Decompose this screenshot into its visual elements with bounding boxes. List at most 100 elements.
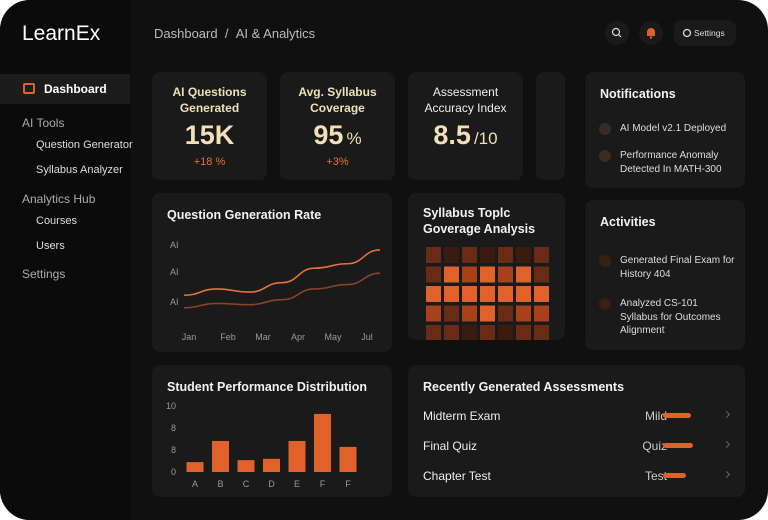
heatmap-cell — [534, 325, 549, 340]
x-axis-label: A — [192, 479, 198, 489]
notifications-icon — [599, 123, 611, 135]
heatmap-cell — [480, 325, 495, 340]
bar — [339, 446, 357, 472]
notifications-item: AI Model v2.1 Deployed — [620, 123, 727, 134]
assessment-row[interactable]: Chapter Test Test — [408, 469, 745, 489]
assessment-tag: Quiz — [642, 439, 667, 453]
heatmap-cell — [462, 247, 477, 263]
active-item[interactable]: Dashboard — [0, 74, 130, 104]
nav-item[interactable]: Settings — [22, 267, 66, 281]
heatmap-cell — [516, 325, 531, 340]
card-title: Student Performance Distribution — [167, 380, 368, 394]
kpi-card-partial — [536, 72, 565, 180]
crumb-separator: / — [224, 26, 229, 41]
activities-item: Analyzed CS-101 Syllabus for Outcomes Al… — [620, 298, 721, 336]
x-axis-label: E — [294, 479, 300, 489]
heatmap-cell — [534, 286, 549, 302]
crumb[interactable]: Dashboard — [154, 26, 218, 41]
heatmap-cell — [498, 247, 513, 263]
y-axis-label: 8 — [171, 445, 176, 455]
crumb[interactable]: AI & Analytics — [235, 26, 316, 41]
kpi-number: 95 — [313, 120, 344, 150]
kpi-number: 8.5 — [433, 120, 471, 150]
x-axis-label: May — [324, 332, 342, 342]
settings-label: Settings — [694, 28, 725, 38]
y-axis-label: AI — [170, 267, 179, 277]
logo: LearnEx — [22, 22, 101, 45]
assessment-row[interactable]: Final Quiz Quiz — [408, 439, 745, 459]
kpi-title: Assessment Accuracy Index — [424, 85, 507, 115]
kpi-card: AI Questions Generated 15K +18 % — [152, 72, 267, 180]
x-axis-label: Apr — [291, 332, 305, 342]
card-title: Notifications — [600, 87, 676, 101]
chevron — [722, 470, 731, 479]
activities-item: Generated Final Exam for History 404 — [620, 255, 735, 280]
dashboard-icon — [23, 83, 35, 94]
x-axis-label: F — [345, 479, 351, 489]
kpi-change: +3% — [326, 156, 349, 168]
progress-bar — [663, 473, 686, 478]
activities-icon — [599, 255, 611, 267]
x-axis-label: Jul — [361, 332, 373, 342]
bar — [237, 460, 255, 472]
heatmap-cell — [480, 266, 495, 283]
bar — [314, 413, 331, 472]
x-axis-label: F — [320, 479, 326, 489]
sidebar: LearnEx Dashboard AI Tools Question Gener… — [0, 0, 133, 520]
notifications-icon — [599, 150, 611, 162]
assessment-name: Chapter Test — [423, 469, 491, 483]
card-title: Activities — [600, 215, 656, 229]
notification-button[interactable] — [639, 21, 663, 45]
y-axis-label: 8 — [171, 423, 176, 433]
nav-item[interactable]: Courses — [36, 215, 77, 227]
assessment-row[interactable]: Midterm Exam Mild — [408, 409, 745, 429]
heatmap-cell — [480, 247, 495, 263]
line-series — [183, 272, 381, 309]
heatmap-cell — [480, 305, 495, 322]
nav-item[interactable]: Question Generator — [36, 139, 133, 151]
line-chart: AI AI AI Jan Feb Mar Apr May Jul — [170, 240, 381, 342]
heatmap-cell — [426, 266, 441, 283]
search-button[interactable] — [605, 21, 629, 45]
kpi-unit: /10 — [473, 129, 498, 148]
heatmap-cell — [462, 305, 477, 322]
heatmap-cell — [444, 286, 459, 302]
y-axis-label: 10 — [166, 401, 176, 411]
heatmap-cell — [444, 325, 459, 340]
card-title: Syllabus Toplc Goverage Analysis — [423, 206, 536, 236]
heatmap-cell — [444, 247, 459, 263]
settings-button[interactable]: Settings — [674, 20, 736, 46]
heatmap-cell — [426, 325, 441, 340]
breadcrumb: Dashboard / AI & Analytics — [154, 26, 315, 41]
nav-item[interactable]: Syllabus Analyzer — [36, 163, 123, 176]
kpi-number: 15K — [184, 120, 235, 150]
heatmap — [426, 247, 549, 340]
x-axis-label: C — [243, 479, 250, 489]
heatmap-cell — [498, 325, 513, 340]
nav-group-title: Analytics Hub — [22, 192, 96, 206]
heatmap-cell — [426, 247, 441, 263]
y-axis-label: AI — [170, 297, 179, 307]
nav-item[interactable]: Users — [36, 239, 65, 252]
kpi-change: +18 % — [193, 156, 226, 168]
x-axis-label: Jan — [182, 332, 197, 342]
kpi-unit: % — [346, 129, 362, 148]
heatmap-cell — [462, 266, 477, 283]
bar — [263, 458, 280, 472]
x-axis-label: D — [268, 479, 275, 489]
y-axis-label: AI — [170, 240, 179, 250]
heatmap-cell — [516, 305, 531, 322]
heatmap-cell — [534, 247, 549, 263]
heatmap-cell — [444, 266, 459, 283]
bar-chart: 10 8 8 0 A B C D E F F — [166, 401, 357, 489]
kpi-value: 15K — [152, 120, 267, 151]
assessment-name: Midterm Exam — [423, 409, 501, 423]
x-axis-label: B — [217, 479, 223, 489]
heatmap-cell — [534, 266, 549, 283]
heatmap-cell — [498, 266, 513, 283]
x-axis-label: Mar — [255, 332, 271, 342]
heatmap-cell — [498, 305, 513, 322]
line-chart-card: Question Generation Rate AI AI AI Jan Feb Mar… — [152, 193, 392, 352]
nav-label: Dashboard — [44, 82, 107, 96]
